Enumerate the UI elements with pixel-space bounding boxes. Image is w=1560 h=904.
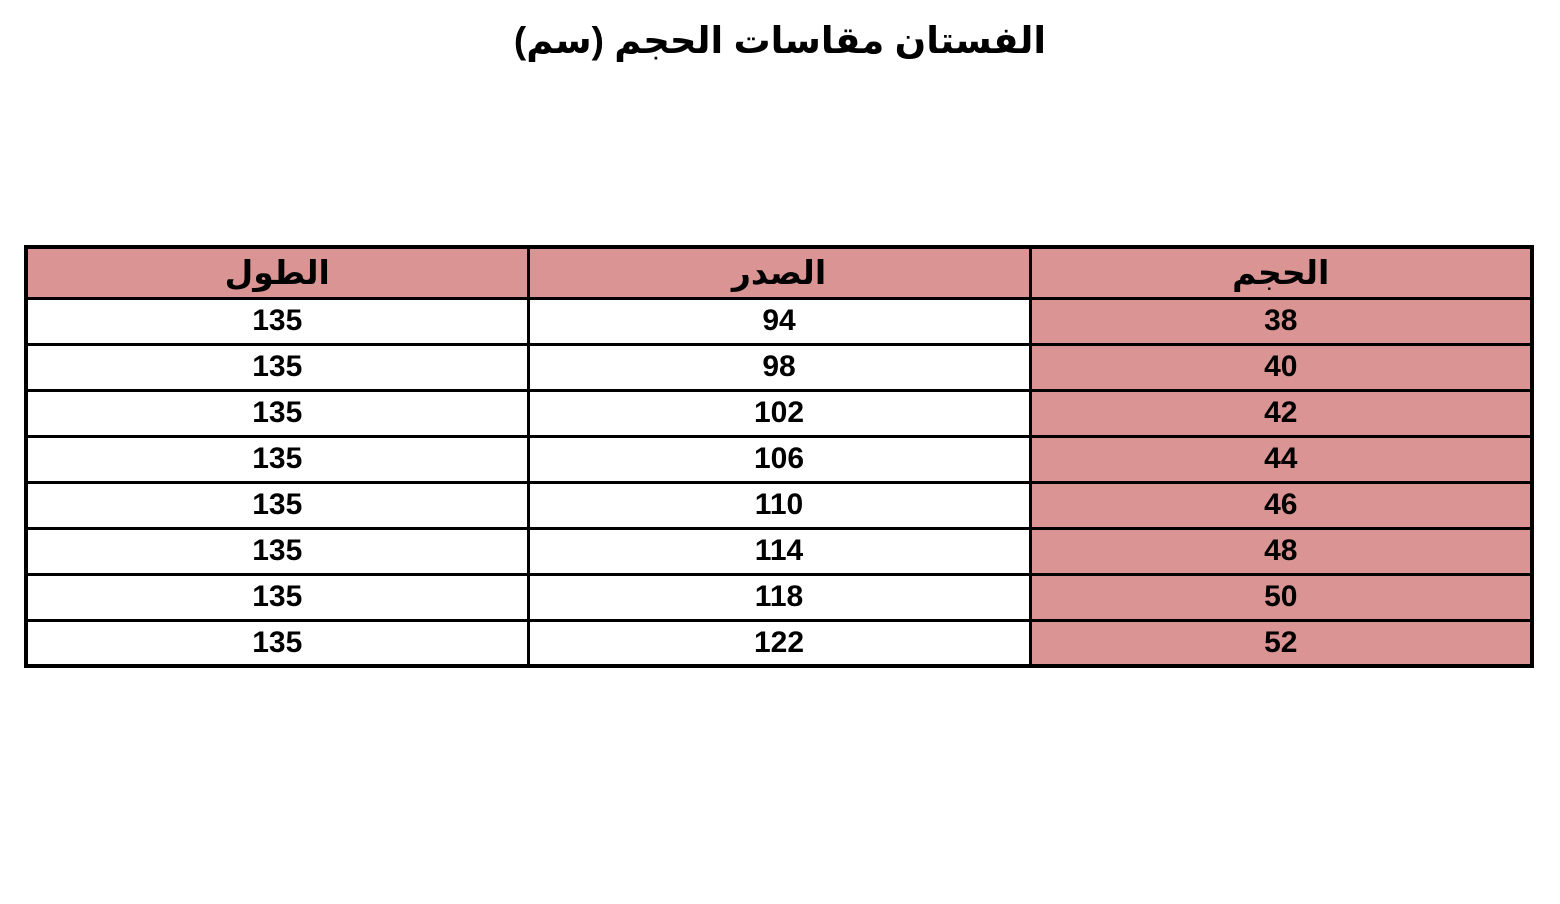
cell-chest: 106 [526, 434, 1032, 484]
cell-chest: 118 [526, 572, 1032, 622]
cell-size-value: 52 [1264, 625, 1298, 659]
cell-size: 50 [1028, 572, 1534, 622]
cell-length: 135 [24, 296, 530, 346]
cell-length: 135 [24, 342, 530, 392]
cell-size: 44 [1028, 434, 1534, 484]
cell-length: 135 [24, 572, 530, 622]
cell-chest-value: 94 [762, 304, 796, 337]
column-header-chest: الصدر [526, 245, 1032, 300]
table-body: 38 94 135 40 98 135 42 102 135 44 106 135 46 110 135 48… [24, 296, 1534, 668]
cell-size: 40 [1028, 342, 1534, 392]
cell-length-value: 135 [252, 396, 303, 429]
cell-size: 46 [1028, 480, 1534, 530]
size-table-container: الحجم الصدر الطول 38 94 135 40 98 135 42 102 135… [24, 245, 1534, 668]
cell-size-value: 42 [1264, 396, 1298, 429]
cell-size: 42 [1028, 388, 1534, 438]
table-row: 40 98 135 [24, 342, 1534, 392]
cell-length-value: 135 [252, 580, 303, 613]
cell-chest: 110 [526, 480, 1032, 530]
cell-size: 38 [1028, 296, 1534, 346]
cell-length: 135 [24, 480, 530, 530]
cell-length: 135 [24, 388, 530, 438]
cell-chest: 122 [526, 618, 1032, 668]
table-row: 44 106 135 [24, 434, 1534, 484]
cell-size-value: 48 [1264, 534, 1298, 567]
cell-length-value: 135 [252, 350, 303, 383]
cell-chest-value: 118 [754, 580, 804, 613]
table-row: 46 110 135 [24, 480, 1534, 530]
page-title: الفستان مقاسات الحجم (سم) [513, 20, 1047, 61]
table-row: 52 122 135 [24, 618, 1534, 668]
cell-chest: 102 [526, 388, 1032, 438]
cell-chest: 98 [526, 342, 1032, 392]
cell-chest: 114 [526, 526, 1032, 576]
cell-size-value: 40 [1264, 350, 1298, 383]
cell-chest-value: 106 [753, 442, 805, 475]
cell-length-value: 135 [252, 488, 303, 521]
table-header-row: الحجم الصدر الطول [24, 245, 1534, 300]
table-row: 38 94 135 [24, 296, 1534, 346]
cell-chest: 94 [526, 296, 1032, 346]
cell-chest-value: 122 [753, 625, 805, 659]
cell-chest-value: 102 [753, 396, 805, 429]
cell-length: 135 [24, 526, 530, 576]
table-row: 50 118 135 [24, 572, 1534, 622]
column-header-size: الحجم [1028, 245, 1534, 300]
cell-size-value: 50 [1264, 580, 1298, 613]
cell-chest-value: 110 [754, 488, 804, 521]
cell-size-value: 44 [1264, 442, 1298, 475]
cell-length-value: 135 [252, 304, 303, 337]
cell-length: 135 [24, 434, 530, 484]
column-header-length: الطول [24, 245, 530, 300]
table-row: 48 114 135 [24, 526, 1534, 576]
dress-size-table: الحجم الصدر الطول 38 94 135 40 98 135 42 102 135… [24, 245, 1534, 668]
cell-length-value: 135 [252, 442, 303, 475]
table-header: الحجم الصدر الطول [24, 245, 1534, 300]
cell-length-value: 135 [252, 534, 303, 567]
cell-length-value: 135 [252, 625, 303, 659]
cell-size: 48 [1028, 526, 1534, 576]
cell-chest-value: 114 [754, 534, 804, 567]
table-row: 42 102 135 [24, 388, 1534, 438]
cell-length: 135 [24, 618, 530, 668]
cell-size: 52 [1028, 618, 1534, 668]
cell-size-value: 46 [1264, 488, 1298, 521]
cell-size-value: 38 [1264, 304, 1298, 337]
cell-chest-value: 98 [762, 350, 796, 383]
